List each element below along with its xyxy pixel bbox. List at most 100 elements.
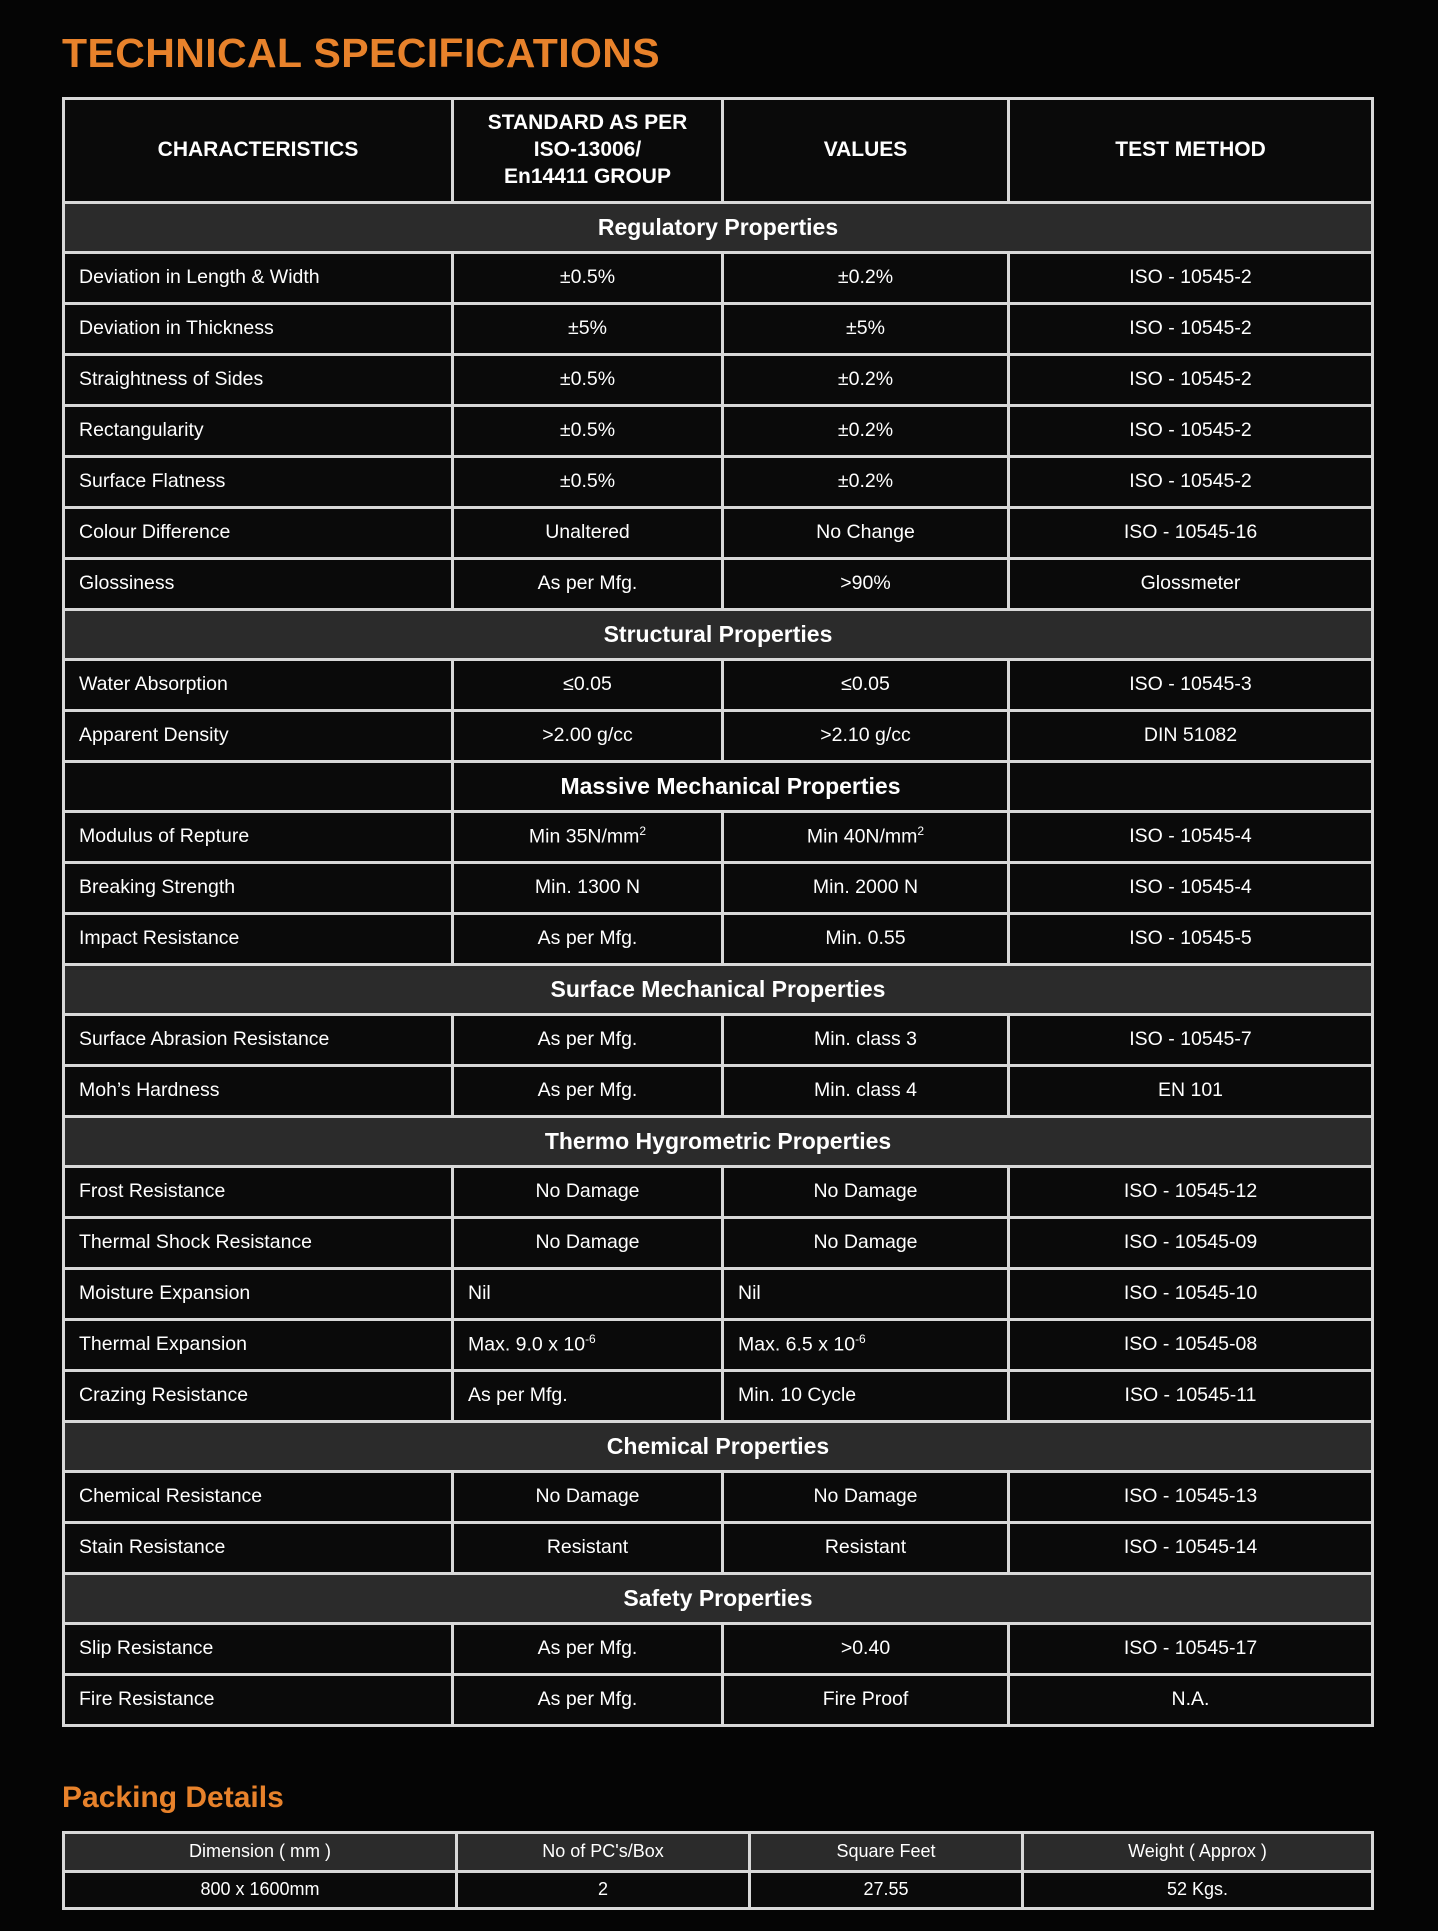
- header-values: VALUES: [724, 100, 1007, 201]
- table-row: Moh’s Hardness As per Mfg. Min. class 4 EN …: [65, 1066, 1371, 1115]
- cell-characteristic: Chemical Resistance: [65, 1472, 451, 1521]
- cell-standard: Min. 1300 N: [454, 863, 721, 912]
- cell-value: Min. 0.55: [724, 914, 1007, 963]
- cell-standard: ±0.5%: [454, 457, 721, 506]
- table-row: Apparent Density >2.00 g/cc >2.10 g/cc DIN …: [65, 711, 1371, 760]
- cell-characteristic: Surface Abrasion Resistance: [65, 1015, 451, 1064]
- cell-standard: No Damage: [454, 1218, 721, 1267]
- cell-test-method: ISO - 10545-5: [1010, 914, 1371, 963]
- section-band-label: Safety Properties: [65, 1574, 1371, 1622]
- cell-value: Min. 10 Cycle: [724, 1371, 1007, 1420]
- cell-characteristic: Frost Resistance: [65, 1167, 451, 1216]
- cell-test-method: N.A.: [1010, 1675, 1371, 1724]
- section-band-row: Surface Mechanical Properties: [65, 965, 1371, 1013]
- cell-test-method: ISO - 10545-2: [1010, 253, 1371, 302]
- superscript: -6: [585, 1332, 596, 1347]
- header-standard-line1: STANDARD AS PER: [487, 111, 688, 134]
- spec-table-head: CHARACTERISTICS STANDARD AS PER ISO-1300…: [65, 100, 1371, 201]
- cell-standard: ±0.5%: [454, 355, 721, 404]
- cell-characteristic: Crazing Resistance: [65, 1371, 451, 1420]
- cell-characteristic: Impact Resistance: [65, 914, 451, 963]
- cell-test-method: ISO - 10545-13: [1010, 1472, 1371, 1521]
- cell-standard: As per Mfg.: [454, 1675, 721, 1724]
- cell-test-method: Glossmeter: [1010, 559, 1371, 608]
- packing-header-cell-3: Weight ( Approx ): [1024, 1833, 1371, 1870]
- cell-characteristic: Water Absorption: [65, 660, 451, 709]
- table-row: Water Absorption ≤0.05 ≤0.05 ISO - 10545-3: [65, 660, 1371, 709]
- cell-characteristic: Moh’s Hardness: [65, 1066, 451, 1115]
- cell-value: Min. class 3: [724, 1015, 1007, 1064]
- cell-test-method: ISO - 10545-12: [1010, 1167, 1371, 1216]
- section-band-row: Regulatory Properties: [65, 203, 1371, 251]
- section-band-label: Structural Properties: [65, 610, 1371, 658]
- cell-test-method: ISO - 10545-10: [1010, 1269, 1371, 1318]
- cell-characteristic: Fire Resistance: [65, 1675, 451, 1724]
- cell-standard: >2.00 g/cc: [454, 711, 721, 760]
- cell-test-method: ISO - 10545-4: [1010, 863, 1371, 912]
- packing-header-cell-2: Square Feet: [751, 1833, 1021, 1870]
- header-standard: STANDARD AS PER ISO-13006/ En14411 GROUP: [454, 100, 721, 201]
- cell-value: ±0.2%: [724, 406, 1007, 455]
- cell-test-method: EN 101: [1010, 1066, 1371, 1115]
- superscript: 2: [917, 824, 925, 839]
- section-band-label: Regulatory Properties: [65, 203, 1371, 251]
- section-band-pad: [1010, 762, 1371, 810]
- cell-test-method: ISO - 10545-2: [1010, 304, 1371, 353]
- cell-test-method: ISO - 10545-17: [1010, 1624, 1371, 1673]
- cell-characteristic: Breaking Strength: [65, 863, 451, 912]
- cell-value: ±0.2%: [724, 355, 1007, 404]
- cell-test-method: ISO - 10545-16: [1010, 508, 1371, 557]
- table-row: Thermal Shock Resistance No Damage No Dama…: [65, 1218, 1371, 1267]
- spec-header-row: CHARACTERISTICS STANDARD AS PER ISO-1300…: [65, 100, 1371, 201]
- cell-characteristic: Surface Flatness: [65, 457, 451, 506]
- table-row: Deviation in Length & Width ±0.5% ±0.2% ISO…: [65, 253, 1371, 302]
- section-band-label: Thermo Hygrometric Properties: [65, 1117, 1371, 1165]
- section-band-row: Safety Properties: [65, 1574, 1371, 1622]
- cell-standard: As per Mfg.: [454, 914, 721, 963]
- cell-value: Min. 2000 N: [724, 863, 1007, 912]
- table-row: Surface Abrasion Resistance As per Mfg. Mi…: [65, 1015, 1371, 1064]
- table-row: Frost Resistance No Damage No Damage ISO - …: [65, 1167, 1371, 1216]
- cell-value: No Damage: [724, 1472, 1007, 1521]
- cell-value: Resistant: [724, 1523, 1007, 1572]
- section-band-label: Surface Mechanical Properties: [65, 965, 1371, 1013]
- cell-value: ±0.2%: [724, 457, 1007, 506]
- cell-characteristic: Apparent Density: [65, 711, 451, 760]
- cell-standard: Nil: [454, 1269, 721, 1318]
- header-test-method: TEST METHOD: [1010, 100, 1371, 201]
- table-row: Chemical Resistance No Damage No Damage ISO…: [65, 1472, 1371, 1521]
- table-row: Slip Resistance As per Mfg. >0.40 ISO - 105…: [65, 1624, 1371, 1673]
- header-standard-line2: ISO-13006/: [533, 137, 642, 161]
- packing-details-title: Packing Details: [62, 1780, 284, 1814]
- cell-standard: As per Mfg.: [454, 559, 721, 608]
- cell-value: Min 40N/mm2: [724, 812, 1007, 861]
- packing-cell-1: 2: [458, 1872, 748, 1907]
- cell-value: >0.40: [724, 1624, 1007, 1673]
- cell-value: ±0.2%: [724, 253, 1007, 302]
- cell-characteristic: Stain Resistance: [65, 1523, 451, 1572]
- cell-standard: Min 35N/mm2: [454, 812, 721, 861]
- page-title: TECHNICAL SPECIFICATIONS: [62, 30, 661, 76]
- header-standard-line3: En14411 GROUP: [504, 164, 671, 188]
- cell-test-method: ISO - 10545-09: [1010, 1218, 1371, 1267]
- superscript: -6: [855, 1332, 866, 1347]
- packing-header-row: Dimension ( mm ) No of PC's/Box Square Fee…: [65, 1833, 1371, 1870]
- table-row: Impact Resistance As per Mfg. Min. 0.55 ISO…: [65, 914, 1371, 963]
- packing-header-cell-0: Dimension ( mm ): [65, 1833, 455, 1870]
- cell-characteristic: Deviation in Length & Width: [65, 253, 451, 302]
- cell-standard: Unaltered: [454, 508, 721, 557]
- table-row: Surface Flatness ±0.5% ±0.2% ISO - 10545-2: [65, 457, 1371, 506]
- cell-characteristic: Rectangularity: [65, 406, 451, 455]
- cell-value: Min. class 4: [724, 1066, 1007, 1115]
- table-row: Straightness of Sides ±0.5% ±0.2% ISO - 105…: [65, 355, 1371, 404]
- technical-specifications-table: CHARACTERISTICS STANDARD AS PER ISO-1300…: [62, 97, 1374, 1727]
- cell-value: >90%: [724, 559, 1007, 608]
- packing-details-table: Dimension ( mm ) No of PC's/Box Square Fee…: [62, 1830, 1374, 1910]
- packing-row: 800 x 1600mm 2 27.55 52 Kgs.: [65, 1872, 1371, 1907]
- table-row: Rectangularity ±0.5% ±0.2% ISO - 10545-2: [65, 406, 1371, 455]
- cell-value: No Damage: [724, 1167, 1007, 1216]
- cell-characteristic: Glossiness: [65, 559, 451, 608]
- cell-characteristic: Thermal Shock Resistance: [65, 1218, 451, 1267]
- cell-standard: As per Mfg.: [454, 1371, 721, 1420]
